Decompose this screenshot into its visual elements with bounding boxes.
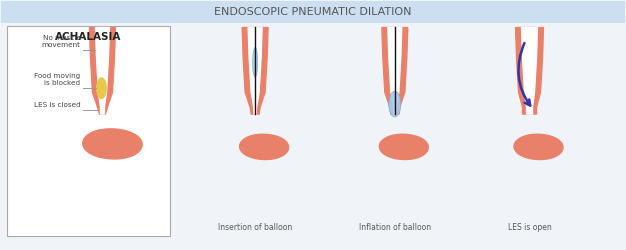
Text: Insertion of balloon: Insertion of balloon (218, 223, 292, 232)
Polygon shape (521, 28, 538, 114)
Text: LES is closed: LES is closed (34, 102, 81, 108)
Polygon shape (96, 28, 110, 114)
Polygon shape (240, 134, 289, 160)
FancyBboxPatch shape (1, 1, 625, 22)
Polygon shape (516, 28, 543, 114)
Polygon shape (242, 28, 268, 114)
Polygon shape (382, 28, 408, 114)
Text: No muscle
movement: No muscle movement (41, 36, 81, 49)
Text: ACHALASIA: ACHALASIA (55, 32, 121, 42)
Text: Food moving
is blocked: Food moving is blocked (34, 73, 81, 86)
Polygon shape (248, 28, 262, 114)
Polygon shape (90, 28, 115, 114)
Text: ENDOSCOPIC PNEUMATIC DILATION: ENDOSCOPIC PNEUMATIC DILATION (214, 7, 412, 17)
Ellipse shape (253, 48, 258, 77)
Ellipse shape (389, 91, 401, 117)
Ellipse shape (96, 77, 107, 99)
Polygon shape (514, 134, 563, 160)
Polygon shape (379, 134, 428, 160)
Text: LES is open: LES is open (508, 223, 552, 232)
FancyBboxPatch shape (7, 26, 170, 236)
Polygon shape (83, 129, 142, 159)
Text: Inflation of balloon: Inflation of balloon (359, 223, 431, 232)
Polygon shape (388, 28, 402, 114)
